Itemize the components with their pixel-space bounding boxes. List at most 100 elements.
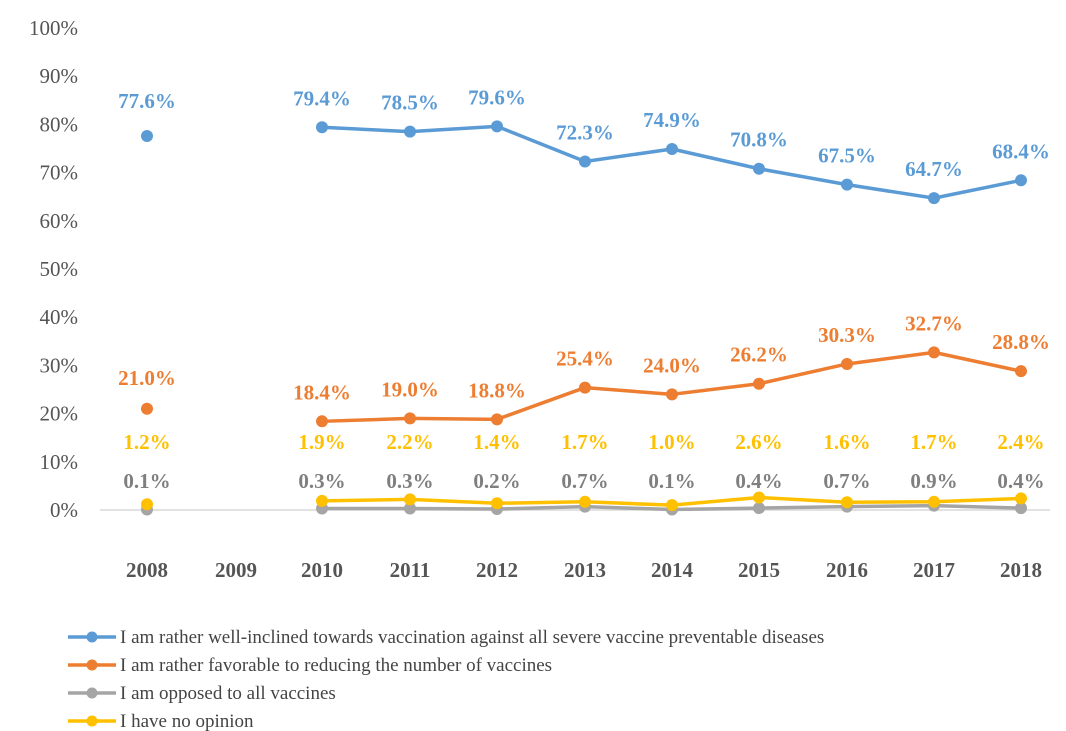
data-label: 25.4% xyxy=(556,347,614,371)
series-point xyxy=(404,502,416,515)
y-tick-label: 70% xyxy=(40,161,79,185)
series-point xyxy=(316,415,328,428)
y-tick-label: 20% xyxy=(40,402,79,426)
data-label: 78.5% xyxy=(381,91,439,115)
data-label: 30.3% xyxy=(818,323,876,347)
x-tick-label: 2018 xyxy=(1000,558,1042,582)
series-point xyxy=(753,162,765,175)
x-tick-label: 2008 xyxy=(126,558,168,582)
data-label: 79.4% xyxy=(293,86,351,110)
series-point xyxy=(841,178,853,191)
data-label: 64.7% xyxy=(905,157,963,181)
series-point xyxy=(491,120,503,133)
x-axis: 2008 2009 2010 2011 2012 2013 2014 2015 2016 2017… xyxy=(100,509,1050,582)
data-label: 32.7% xyxy=(905,311,963,335)
data-labels: 77.6% 79.4% 78.5% 79.6% 72.3% 74.9% 70.8% 67.5%… xyxy=(118,85,1050,493)
series-point xyxy=(928,192,940,205)
series-point xyxy=(316,494,328,507)
series-point xyxy=(666,499,678,512)
data-label: 18.8% xyxy=(468,378,526,402)
legend-swatch-marker xyxy=(86,659,98,671)
data-label: 26.2% xyxy=(730,343,788,367)
x-tick-label: 2015 xyxy=(738,558,780,582)
series-point xyxy=(666,142,678,155)
series-point xyxy=(579,155,591,168)
legend-entry-label: I am rather well-inclined towards vaccin… xyxy=(120,627,824,648)
series-point xyxy=(1015,502,1027,515)
data-label: 0.9% xyxy=(910,469,957,493)
y-tick-label: 40% xyxy=(40,305,79,329)
data-label: 74.9% xyxy=(643,108,701,132)
data-label: 0.7% xyxy=(823,469,870,493)
data-label: 0.4% xyxy=(997,469,1044,493)
series-point xyxy=(928,346,940,359)
legend: I am rather well-inclined towards vaccin… xyxy=(68,627,824,731)
series-point xyxy=(579,381,591,394)
data-label: 70.8% xyxy=(730,128,788,152)
data-label: 19.0% xyxy=(381,377,439,401)
data-label: 77.6% xyxy=(118,89,176,113)
data-label: 79.6% xyxy=(468,85,526,109)
y-axis: 0% 10% 20% 30% 40% 50% 60% 70% 80% 90% 100% xyxy=(29,16,78,522)
data-label: 2.4% xyxy=(997,430,1044,454)
legend-entry-label: I have no opinion xyxy=(120,711,254,731)
series-point xyxy=(666,388,678,401)
data-label: 0.3% xyxy=(386,469,433,493)
x-tick-label: 2013 xyxy=(564,558,606,582)
data-label: 1.9% xyxy=(298,430,345,454)
legend-swatch-marker xyxy=(86,715,98,727)
series-point xyxy=(316,121,328,134)
data-label: 2.2% xyxy=(386,430,433,454)
data-label: 28.8% xyxy=(992,330,1050,354)
legend-entry-label: I am rather favorable to reducing the nu… xyxy=(120,655,552,676)
y-tick-label: 90% xyxy=(40,64,79,88)
series-points xyxy=(141,120,1027,516)
y-tick-label: 50% xyxy=(40,257,79,281)
legend-swatch-marker xyxy=(86,631,98,643)
series-point xyxy=(753,502,765,515)
series-point xyxy=(753,377,765,390)
series-point xyxy=(1015,492,1027,505)
series-point xyxy=(404,412,416,425)
data-label: 67.5% xyxy=(818,144,876,168)
data-label: 24.0% xyxy=(643,353,701,377)
x-tick-label: 2010 xyxy=(301,558,343,582)
series-point xyxy=(141,498,153,511)
series-point xyxy=(928,495,940,508)
data-label: 0.3% xyxy=(298,469,345,493)
data-label: 0.2% xyxy=(473,469,520,493)
x-tick-label: 2017 xyxy=(913,558,955,582)
data-label: 0.7% xyxy=(561,469,608,493)
x-tick-label: 2009 xyxy=(215,558,257,582)
data-label: 1.7% xyxy=(910,430,957,454)
y-tick-label: 80% xyxy=(40,112,79,136)
series-point xyxy=(841,496,853,509)
series-point xyxy=(404,493,416,506)
data-label: 1.0% xyxy=(648,430,695,454)
series-point xyxy=(841,357,853,370)
x-tick-label: 2016 xyxy=(826,558,868,582)
legend-swatch-marker xyxy=(86,687,98,699)
data-label: 72.3% xyxy=(556,121,614,145)
series-point xyxy=(491,413,503,426)
data-label: 18.4% xyxy=(293,380,351,404)
data-label: 1.6% xyxy=(823,430,870,454)
series-point xyxy=(579,495,591,508)
x-tick-label: 2011 xyxy=(390,558,431,582)
series-point xyxy=(1015,174,1027,187)
data-label: 2.6% xyxy=(735,430,782,454)
x-tick-label: 2014 xyxy=(651,558,694,582)
series-point xyxy=(491,497,503,510)
x-tick-label: 2012 xyxy=(476,558,518,582)
data-label: 0.4% xyxy=(735,469,782,493)
y-tick-label: 60% xyxy=(40,209,79,233)
data-label: 0.1% xyxy=(123,469,170,493)
series-point xyxy=(141,402,153,415)
series-point xyxy=(141,129,153,142)
y-tick-label: 10% xyxy=(40,450,79,474)
data-label: 68.4% xyxy=(992,139,1050,163)
data-label: 1.4% xyxy=(473,430,520,454)
y-tick-label: 0% xyxy=(50,498,78,522)
data-label: 1.7% xyxy=(561,430,608,454)
